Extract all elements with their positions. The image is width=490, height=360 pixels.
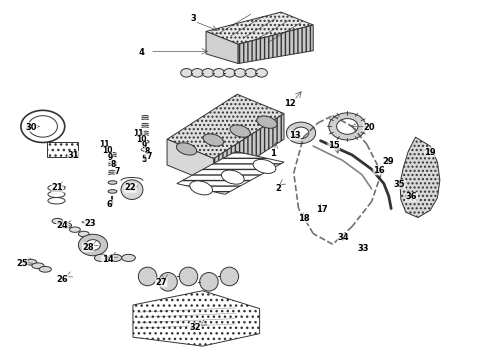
Text: 4: 4 <box>139 48 145 57</box>
Text: 18: 18 <box>297 214 309 223</box>
Text: 6: 6 <box>107 200 113 209</box>
Ellipse shape <box>24 259 37 265</box>
Text: 30: 30 <box>26 123 37 132</box>
Circle shape <box>329 113 366 140</box>
Ellipse shape <box>95 254 108 261</box>
Circle shape <box>234 68 246 77</box>
Text: 34: 34 <box>338 233 349 242</box>
Text: 9: 9 <box>108 153 113 162</box>
Polygon shape <box>214 113 284 184</box>
Text: 11: 11 <box>134 129 144 138</box>
Text: 25: 25 <box>16 260 28 269</box>
Text: 31: 31 <box>68 151 79 160</box>
Ellipse shape <box>122 254 135 261</box>
Text: 10: 10 <box>102 146 113 155</box>
Text: 13: 13 <box>289 131 300 140</box>
Text: 3: 3 <box>191 14 196 23</box>
Text: 20: 20 <box>364 123 375 132</box>
Text: 17: 17 <box>316 205 327 214</box>
Polygon shape <box>206 31 238 64</box>
Text: 12: 12 <box>284 99 295 108</box>
Text: 23: 23 <box>84 219 96 228</box>
Circle shape <box>78 234 108 256</box>
Ellipse shape <box>190 181 213 195</box>
Ellipse shape <box>200 273 218 291</box>
Text: 10: 10 <box>136 135 147 144</box>
Ellipse shape <box>221 170 244 184</box>
Text: 5: 5 <box>141 155 147 164</box>
Text: 35: 35 <box>393 180 405 189</box>
Text: 11: 11 <box>99 140 110 149</box>
Ellipse shape <box>179 267 198 286</box>
Circle shape <box>245 68 257 77</box>
Polygon shape <box>133 291 260 346</box>
FancyBboxPatch shape <box>47 142 78 157</box>
Text: 1: 1 <box>270 149 276 158</box>
Text: 21: 21 <box>51 183 63 192</box>
Text: 7: 7 <box>115 167 120 176</box>
Ellipse shape <box>176 143 196 155</box>
Circle shape <box>28 116 57 137</box>
Text: 28: 28 <box>82 243 94 252</box>
Circle shape <box>223 68 235 77</box>
Text: 15: 15 <box>328 141 340 150</box>
Ellipse shape <box>141 140 149 143</box>
Text: 14: 14 <box>102 255 114 264</box>
Circle shape <box>202 68 214 77</box>
Text: 8: 8 <box>111 160 116 169</box>
Polygon shape <box>400 137 440 217</box>
Ellipse shape <box>70 227 80 232</box>
Polygon shape <box>167 94 284 158</box>
Ellipse shape <box>39 266 51 272</box>
Circle shape <box>86 240 100 250</box>
Circle shape <box>287 122 316 144</box>
Ellipse shape <box>52 219 63 224</box>
Text: 7: 7 <box>147 152 152 161</box>
Ellipse shape <box>257 116 277 128</box>
Text: 32: 32 <box>190 323 201 332</box>
Ellipse shape <box>108 254 122 261</box>
Text: 29: 29 <box>382 157 393 166</box>
Ellipse shape <box>78 231 89 237</box>
Circle shape <box>293 127 309 139</box>
Ellipse shape <box>138 267 157 286</box>
Polygon shape <box>206 12 313 44</box>
Ellipse shape <box>61 223 72 228</box>
Polygon shape <box>238 25 313 64</box>
Text: 8: 8 <box>145 147 150 156</box>
Polygon shape <box>167 139 214 184</box>
Circle shape <box>192 68 203 77</box>
Circle shape <box>337 118 358 134</box>
Circle shape <box>181 68 193 77</box>
Text: 19: 19 <box>424 148 436 157</box>
Ellipse shape <box>159 273 177 291</box>
Ellipse shape <box>108 190 117 193</box>
Ellipse shape <box>32 263 44 269</box>
Text: 2: 2 <box>275 184 281 193</box>
Polygon shape <box>177 152 284 194</box>
Ellipse shape <box>253 159 276 174</box>
Ellipse shape <box>141 148 149 151</box>
Ellipse shape <box>203 134 223 146</box>
Circle shape <box>213 68 224 77</box>
Text: 22: 22 <box>124 183 136 192</box>
Text: 36: 36 <box>406 192 417 201</box>
Text: 9: 9 <box>142 141 147 150</box>
Ellipse shape <box>220 267 239 286</box>
Ellipse shape <box>230 125 250 137</box>
Ellipse shape <box>108 181 117 184</box>
Text: 27: 27 <box>155 278 167 287</box>
Text: 24: 24 <box>56 221 68 230</box>
Text: 33: 33 <box>357 244 368 253</box>
Ellipse shape <box>121 180 143 199</box>
Text: 26: 26 <box>56 275 68 284</box>
Circle shape <box>256 68 268 77</box>
Text: 16: 16 <box>373 166 385 175</box>
